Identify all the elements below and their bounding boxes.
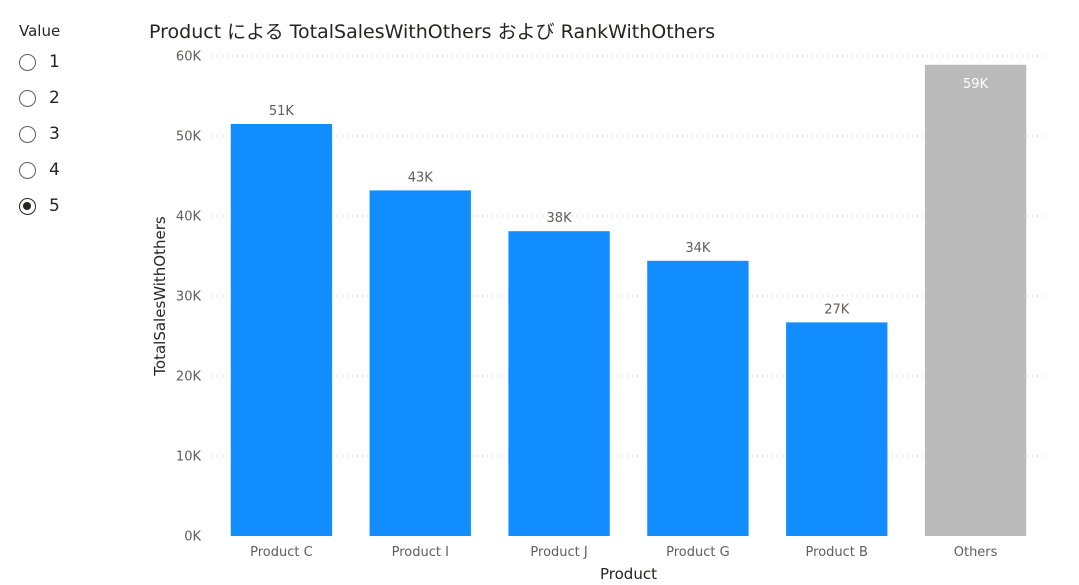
bar-product-g [647, 260, 749, 536]
x-tick-label: Others [954, 545, 998, 560]
bar-product-b [786, 322, 888, 536]
slicer-option-3[interactable]: 3 [19, 122, 60, 146]
data-label: 59K [963, 77, 989, 92]
data-label: 51K [269, 104, 295, 119]
radio-icon[interactable] [19, 89, 36, 107]
slicer-option-4[interactable]: 4 [19, 158, 60, 182]
y-tick-label: 40K [176, 210, 202, 225]
slicer-option-label: 5 [49, 196, 60, 216]
data-label: 38K [547, 211, 573, 226]
radio-icon[interactable] [19, 161, 36, 179]
x-tick-label: Product B [806, 545, 868, 560]
x-axis-title: Product [600, 565, 657, 583]
radio-icon[interactable] [19, 125, 36, 143]
bar-product-i [369, 190, 471, 536]
x-tick-label: Product G [666, 545, 730, 560]
slicer-title: Value [19, 22, 61, 40]
data-label: 43K [408, 170, 434, 185]
slicer-option-label: 3 [49, 124, 60, 144]
slicer-option-5[interactable]: 5 [19, 194, 60, 218]
y-tick-label: 30K [176, 290, 202, 305]
slicer-option-label: 2 [49, 88, 60, 108]
slicer-option-label: 4 [49, 160, 60, 180]
data-label: 34K [685, 241, 711, 256]
y-tick-label: 10K [176, 450, 202, 465]
bar-product-c [230, 124, 333, 536]
y-tick-label: 60K [176, 50, 202, 65]
slicer-option-label: 1 [49, 52, 60, 72]
chart-title: Product による TotalSalesWithOthers および Ran… [149, 21, 716, 43]
bar-others [924, 64, 1027, 537]
bar-product-j [508, 231, 610, 536]
y-axis-title: TotalSalesWithOthers [151, 216, 169, 377]
value-slicer: Value 1 2 3 4 5 [19, 20, 129, 216]
slicer-option-1[interactable]: 1 [19, 50, 60, 74]
x-tick-label: Product J [530, 545, 587, 560]
radio-icon[interactable] [19, 197, 36, 215]
y-tick-label: 50K [176, 130, 202, 145]
radio-icon[interactable] [19, 53, 36, 71]
slicer-option-2[interactable]: 2 [19, 86, 60, 110]
y-tick-label: 20K [176, 370, 202, 385]
x-tick-label: Product I [392, 545, 449, 560]
data-label: 27K [824, 302, 850, 317]
x-tick-label: Product C [250, 545, 313, 560]
y-tick-label: 0K [184, 530, 201, 545]
